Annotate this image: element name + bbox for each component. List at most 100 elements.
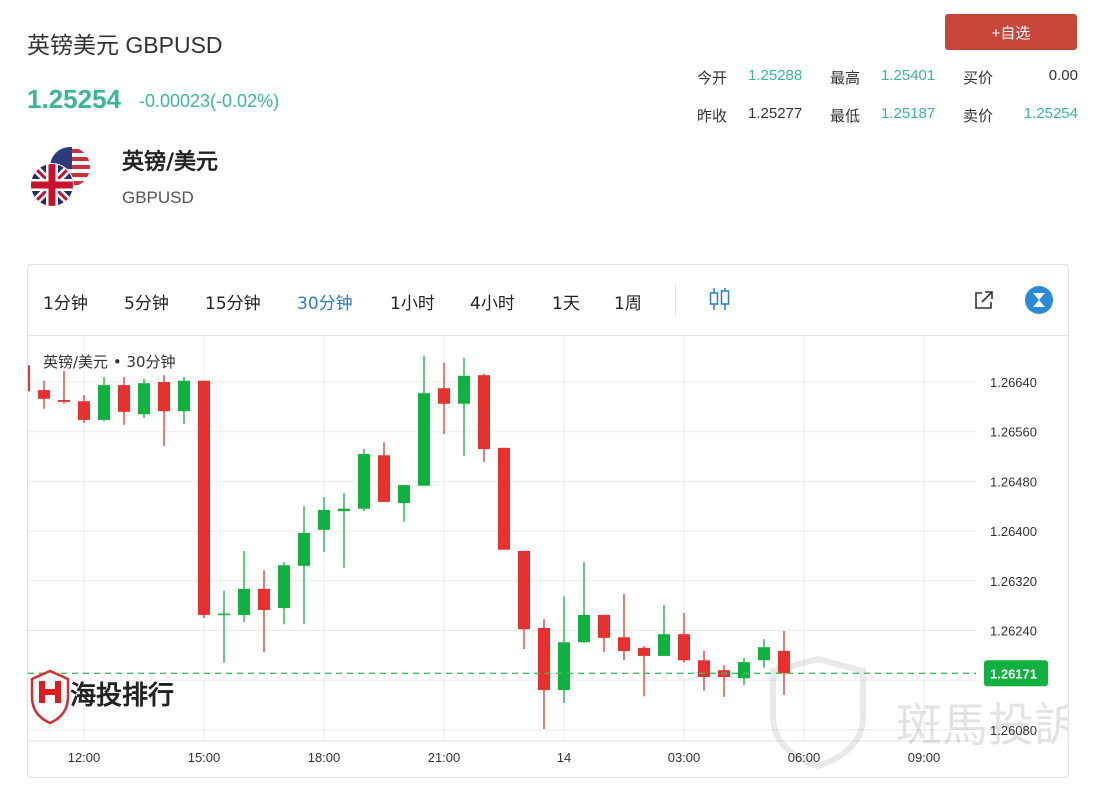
candle-body [118, 385, 130, 412]
candle-body [28, 365, 30, 392]
candle [138, 378, 150, 419]
tab-4hour[interactable]: 4小时 [470, 294, 515, 314]
x-tick-label: 06:00 [788, 750, 821, 765]
candle [778, 631, 790, 696]
candle [618, 593, 630, 661]
x-tick-label: 12:00 [68, 750, 101, 765]
x-tick-label: 21:00 [428, 750, 461, 765]
candle [178, 377, 190, 425]
candle [158, 375, 170, 446]
price-change: -0.00023(-0.02%) [139, 91, 280, 111]
tab-1day[interactable]: 1天 [552, 294, 580, 314]
candle [638, 645, 650, 697]
candle-body [158, 382, 170, 412]
tab-30min[interactable]: 30分钟 [297, 294, 353, 314]
candle-body [358, 454, 370, 509]
candle [598, 614, 610, 653]
candle [678, 613, 690, 663]
y-tick-label: 1.26640 [990, 375, 1037, 390]
y-tick-label: 1.26560 [990, 425, 1037, 440]
candle-body [618, 637, 630, 651]
watermark-right-text: 斑馬投訴 [896, 698, 1069, 752]
add-watchlist-button[interactable]: +自选 [945, 14, 1077, 50]
candle [318, 496, 330, 553]
candle-body [198, 380, 210, 615]
candle-body [398, 485, 410, 504]
stat-value: 1.25254 [1023, 105, 1078, 122]
candle-body [598, 614, 610, 638]
candle [518, 550, 530, 650]
stat-label: 买价 [963, 70, 994, 87]
candle [278, 562, 290, 625]
tab-15min[interactable]: 15分钟 [205, 294, 261, 314]
last-price-label: 1.26171 [990, 666, 1037, 681]
candle [538, 619, 550, 730]
candle [458, 357, 470, 456]
instrument-name: 英镑/美元 [122, 150, 219, 175]
candle-body [418, 393, 430, 486]
candle-body [658, 634, 670, 656]
tab-1min[interactable]: 1分钟 [43, 294, 88, 314]
candle [28, 365, 30, 392]
candle-body [758, 647, 770, 661]
watermark-left-text: 海投排行 [70, 680, 174, 711]
stat-value: 1.25288 [748, 67, 803, 84]
toolbar-separator [28, 335, 1068, 336]
external-link-icon[interactable] [973, 289, 995, 311]
last-price-badge [984, 660, 1048, 687]
candle [38, 380, 50, 409]
current-price: 1.25254 [27, 84, 121, 114]
candle-body [98, 385, 110, 420]
candle [658, 604, 670, 656]
instrument-code: GBPUSD [122, 188, 194, 207]
stat-value: 1.25187 [881, 105, 936, 122]
tab-1week[interactable]: 1周 [614, 294, 642, 314]
candle-body [138, 383, 150, 415]
candle [358, 449, 370, 512]
zebra-watermark: 斑馬投訴 [770, 655, 1069, 770]
x-tick-label: 09:00 [908, 750, 941, 765]
candle-body [438, 388, 450, 404]
currency-flags-icon [30, 147, 90, 207]
candle-body [558, 642, 570, 691]
tab-1hour[interactable]: 1小时 [390, 294, 435, 314]
candle [98, 377, 110, 422]
page-title: 英镑美元 GBPUSD [27, 32, 223, 58]
candle-body [738, 662, 750, 679]
stat-value: 0.00 [1048, 67, 1078, 84]
chart-legend: 英镑/美元 • 30分钟 [43, 353, 176, 371]
candle [258, 570, 270, 653]
candle [738, 657, 750, 686]
candle-body [38, 390, 50, 399]
candle [338, 493, 350, 568]
candle [298, 506, 310, 625]
stat-value: 1.25277 [748, 105, 803, 122]
y-tick-label: 1.26400 [990, 524, 1037, 539]
logo-watermark: 海投排行 [30, 669, 174, 725]
toolbar-divider [675, 285, 676, 315]
candle-body [538, 627, 550, 691]
candle [558, 596, 570, 704]
candle-body [638, 647, 650, 656]
candle-body [298, 532, 310, 566]
candle-body [518, 550, 530, 630]
candle [498, 447, 510, 550]
candle-type-icon[interactable] [708, 286, 732, 312]
candle [398, 485, 410, 522]
tradingview-logo-icon[interactable] [1024, 285, 1054, 315]
stat-label: 卖价 [963, 108, 994, 125]
candle-body [458, 375, 470, 404]
x-tick-label: 18:00 [308, 750, 341, 765]
stat-label: 昨收 [697, 108, 728, 125]
candle-body [338, 508, 350, 512]
y-tick-label: 1.26480 [990, 474, 1037, 489]
x-tick-label: 03:00 [668, 750, 701, 765]
candle-body [238, 588, 250, 615]
chart-panel: 1分钟 5分钟 15分钟 30分钟 1小时 4小时 1天 1周 斑馬投訴 海投排… [27, 264, 1069, 778]
stat-label: 最低 [830, 108, 861, 125]
candle [418, 355, 430, 486]
stat-value: 1.25401 [881, 67, 936, 84]
candle [718, 665, 730, 697]
candlestick-chart[interactable]: 斑馬投訴 海投排行 英镑/美元 • 30分钟 12:00 15:00 18:00 21… [28, 336, 1069, 778]
tab-5min[interactable]: 5分钟 [124, 294, 169, 314]
